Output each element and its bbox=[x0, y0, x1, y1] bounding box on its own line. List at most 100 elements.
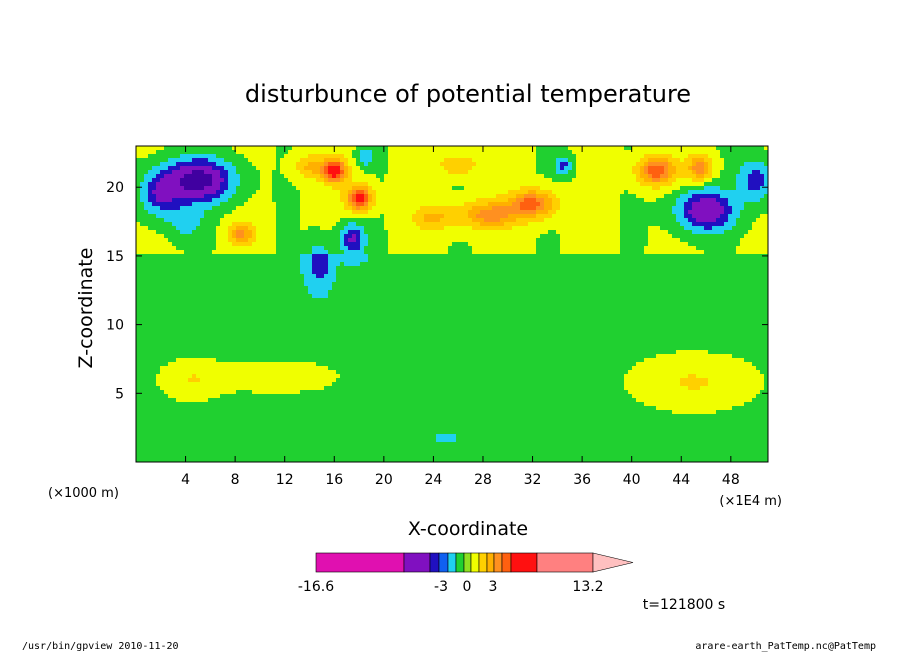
contour-cell bbox=[252, 222, 276, 226]
contour-cell bbox=[256, 190, 272, 194]
contour-cell bbox=[752, 362, 768, 366]
contour-cell bbox=[536, 146, 568, 150]
contour-cell bbox=[344, 238, 348, 242]
contour-cell bbox=[724, 210, 732, 214]
contour-cell bbox=[668, 166, 676, 170]
contour-cell bbox=[352, 206, 356, 210]
contour-cell bbox=[628, 190, 672, 194]
contour-cell bbox=[136, 434, 436, 438]
contour-field bbox=[136, 146, 768, 462]
y-tick-label: 20 bbox=[106, 180, 124, 196]
contour-cell bbox=[740, 166, 768, 170]
contour-cell bbox=[660, 186, 680, 190]
contour-cell bbox=[136, 422, 768, 426]
contour-cell bbox=[256, 226, 276, 230]
contour-cell bbox=[632, 170, 640, 174]
contour-cell bbox=[724, 230, 748, 234]
contour-cell bbox=[692, 206, 724, 210]
contour-cell bbox=[340, 218, 384, 222]
contour-cell bbox=[136, 414, 768, 418]
contour-cell bbox=[336, 278, 768, 282]
contour-cell bbox=[136, 214, 156, 218]
contour-cell bbox=[556, 170, 568, 174]
contour-cell bbox=[272, 182, 292, 186]
plot-frame bbox=[135, 145, 769, 463]
contour-cell bbox=[512, 202, 520, 206]
contour-cell bbox=[276, 250, 312, 254]
contour-cell bbox=[648, 162, 668, 166]
contour-cell bbox=[680, 382, 708, 386]
contour-cell bbox=[744, 402, 768, 406]
contour-cell bbox=[136, 238, 168, 242]
contour-cell bbox=[424, 214, 444, 218]
contour-cell bbox=[760, 214, 768, 218]
contour-cell bbox=[156, 174, 164, 178]
colorbar-segment bbox=[403, 552, 431, 573]
contour-cell bbox=[220, 222, 232, 226]
contour-cell bbox=[256, 230, 276, 234]
contour-cell bbox=[624, 378, 680, 382]
contour-cell bbox=[340, 242, 344, 246]
contour-cell bbox=[352, 194, 356, 198]
contour-cell bbox=[168, 238, 216, 242]
contour-cell bbox=[620, 222, 680, 226]
colorbar-segment bbox=[438, 552, 449, 573]
contour-cell bbox=[572, 166, 576, 170]
contour-cell bbox=[340, 158, 348, 162]
contour-cell bbox=[348, 174, 352, 178]
contour-cell bbox=[464, 186, 520, 190]
contour-cell bbox=[240, 182, 260, 186]
contour-cell bbox=[136, 406, 656, 410]
contour-cell bbox=[388, 158, 444, 162]
contour-cell bbox=[368, 258, 768, 262]
contour-cell bbox=[452, 186, 464, 190]
contour-cell bbox=[552, 202, 560, 206]
x-tick-label: 16 bbox=[325, 472, 343, 488]
contour-cell bbox=[296, 162, 308, 166]
contour-cell bbox=[372, 154, 388, 158]
contour-cell bbox=[620, 238, 648, 242]
contour-cell bbox=[472, 250, 536, 254]
contour-cell bbox=[696, 174, 704, 178]
contour-cell bbox=[224, 190, 236, 194]
contour-cell bbox=[212, 198, 228, 202]
contour-cell bbox=[308, 154, 344, 158]
contour-cell bbox=[168, 166, 180, 170]
contour-cell bbox=[536, 154, 576, 158]
y-tick-label: 15 bbox=[106, 249, 124, 265]
contour-cell bbox=[156, 230, 180, 234]
contour-cell bbox=[348, 166, 352, 170]
footer-right: arare-earth_PatTemp.nc@PatTemp bbox=[695, 641, 876, 652]
contour-cell bbox=[348, 190, 352, 194]
x-tick-label: 48 bbox=[722, 472, 740, 488]
contour-cell bbox=[376, 198, 476, 202]
contour-cell bbox=[140, 190, 148, 194]
contour-cell bbox=[248, 238, 256, 242]
contour-cell bbox=[764, 178, 768, 182]
contour-cell bbox=[136, 194, 140, 198]
contour-cell bbox=[704, 170, 708, 174]
colorbar-segment bbox=[536, 552, 594, 573]
contour-cell bbox=[324, 158, 340, 162]
contour-cell bbox=[228, 174, 240, 178]
contour-cell bbox=[220, 394, 632, 398]
contour-cell bbox=[696, 374, 764, 378]
contour-cell bbox=[136, 270, 300, 274]
contour-cell bbox=[168, 158, 192, 162]
contour-cell bbox=[180, 166, 212, 170]
contour-cell bbox=[136, 222, 140, 226]
contour-cell bbox=[176, 226, 196, 230]
contour-cell bbox=[692, 222, 724, 226]
contour-cell bbox=[332, 226, 344, 230]
contour-cell bbox=[348, 162, 356, 166]
contour-cell bbox=[300, 210, 352, 214]
contour-cell bbox=[556, 194, 620, 198]
contour-cell bbox=[468, 214, 476, 218]
contour-cell bbox=[744, 162, 764, 166]
contour-cell bbox=[276, 166, 280, 170]
footer-left: /usr/bin/gpview 2010-11-20 bbox=[22, 641, 179, 652]
contour-cell bbox=[216, 238, 228, 242]
colorbar-segment bbox=[493, 552, 503, 573]
contour-cell bbox=[164, 174, 184, 178]
contour-cell bbox=[172, 198, 212, 202]
